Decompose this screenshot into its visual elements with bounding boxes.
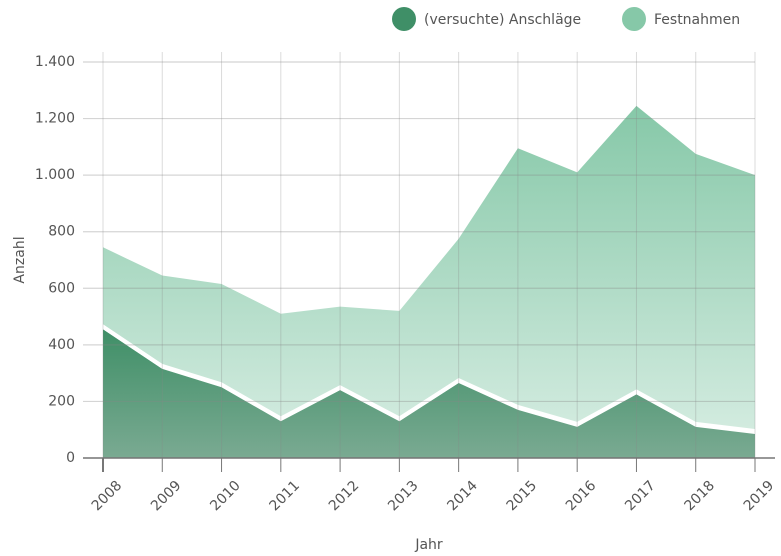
x-tick-label: 2019 [741, 478, 778, 515]
x-tick-label: 2018 [681, 478, 718, 515]
y-axis-label: Anzahl [12, 236, 28, 283]
legend-swatch [392, 7, 416, 31]
y-tick-label: 0 [66, 450, 75, 466]
x-tick-label: 2013 [385, 478, 422, 515]
x-tick-label: 2015 [504, 478, 541, 515]
separator-line [101, 325, 756, 434]
area [103, 105, 755, 429]
y-tick-label: 1.400 [35, 54, 75, 70]
legend-label: (versuchte) Anschläge [424, 12, 581, 28]
area [103, 329, 755, 458]
x-axis-label: Jahr [414, 537, 443, 553]
x-tick-label: 2010 [207, 478, 244, 515]
y-tick-label: 400 [48, 337, 75, 353]
x-tick-label: 2009 [148, 478, 185, 515]
x-tick-label: 2011 [267, 478, 304, 515]
y-tick-label: 600 [48, 280, 75, 296]
legend-swatch [622, 7, 646, 31]
y-tick-label: 200 [48, 393, 75, 409]
y-tick-label: 1.200 [35, 111, 75, 127]
y-tick-label: 800 [48, 224, 75, 240]
x-tick-label: 2014 [444, 478, 481, 515]
x-tick-label: 2016 [563, 478, 600, 515]
x-tick-label: 2008 [89, 478, 126, 515]
x-tick-label: 2012 [326, 478, 363, 515]
y-tick-label: 1.000 [35, 167, 75, 183]
x-tick-label: 2017 [622, 478, 659, 515]
legend-label: Festnahmen [654, 12, 740, 28]
